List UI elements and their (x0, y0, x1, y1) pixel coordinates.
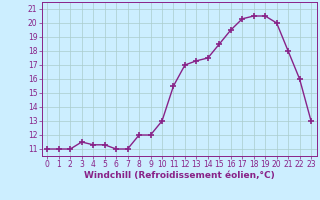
X-axis label: Windchill (Refroidissement éolien,°C): Windchill (Refroidissement éolien,°C) (84, 171, 275, 180)
